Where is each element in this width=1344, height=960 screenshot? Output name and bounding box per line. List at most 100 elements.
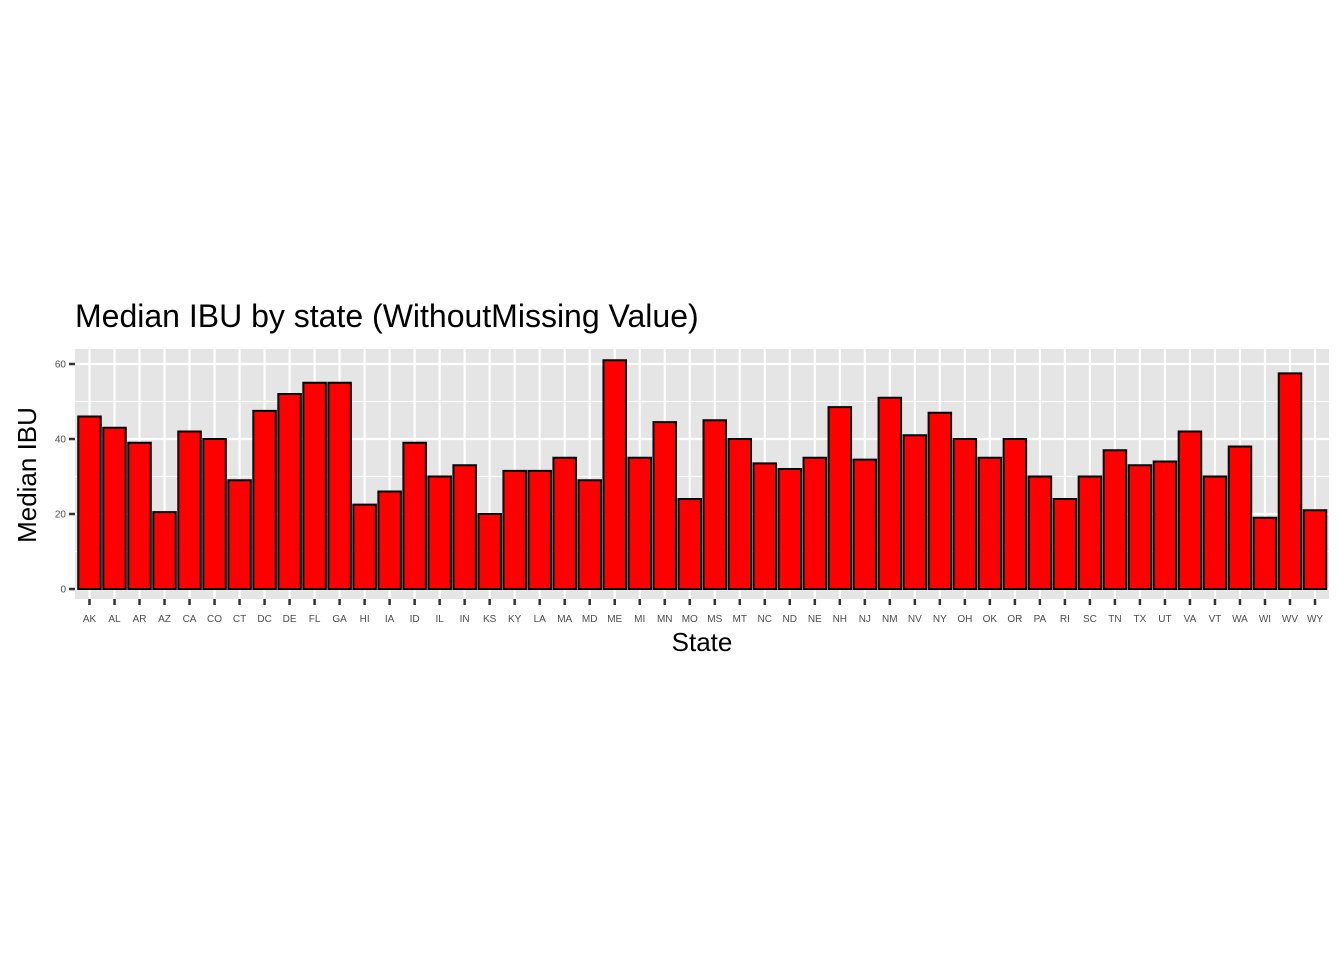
x-tick-label: OH — [957, 614, 972, 625]
x-tick-label: MA — [557, 614, 572, 625]
x-tick-label: AR — [133, 614, 147, 625]
bar-mi — [627, 456, 652, 590]
x-tick-label: TN — [1108, 614, 1121, 625]
x-tick-label: NV — [908, 614, 922, 625]
x-tick-label: FL — [309, 614, 321, 625]
x-tick-label: DC — [257, 614, 271, 625]
y-tick-label: 20 — [55, 510, 67, 521]
bar-ar — [127, 441, 152, 590]
bar-id — [402, 441, 427, 590]
bar-ma — [552, 456, 577, 590]
bar-nc — [752, 462, 778, 590]
x-tick-label: AK — [83, 614, 97, 625]
bars — [77, 359, 1328, 590]
x-tick-label: WI — [1259, 614, 1271, 625]
bar-sc — [1077, 475, 1103, 590]
bar-nh — [827, 406, 853, 590]
x-tick-label: KS — [483, 614, 497, 625]
x-tick-label: MS — [707, 614, 722, 625]
x-tick-label: ND — [783, 614, 797, 625]
y-tick-label: 40 — [55, 435, 67, 446]
x-tick-label: MT — [733, 614, 747, 625]
y-tick-label: 0 — [60, 585, 66, 596]
bar-nj — [852, 458, 878, 590]
bar-dc — [252, 409, 277, 590]
bar-ut — [1152, 460, 1178, 590]
bar-az — [152, 511, 177, 590]
x-axis: AK AL AR AZ CA CO CT DC DE FL GA HI IA ID IL IN KS KY LA MA… — [83, 599, 1323, 625]
x-tick-label: ME — [607, 614, 622, 625]
x-tick-label: NH — [833, 614, 847, 625]
bar-nd — [777, 468, 803, 590]
bar-or — [1002, 438, 1028, 590]
x-tick-label: CO — [207, 614, 222, 625]
bar-tn — [1102, 449, 1128, 590]
bar-me — [602, 359, 627, 590]
bar-ne — [802, 456, 828, 590]
x-tick-label: VA — [1184, 614, 1197, 625]
x-tick-label: HI — [360, 614, 370, 625]
bar-al — [102, 426, 127, 590]
bar-il — [427, 475, 452, 590]
bar-ca — [177, 430, 202, 590]
y-axis-title: Median IBU — [12, 407, 42, 543]
bar-ri — [1052, 498, 1078, 590]
bar-ks — [477, 513, 502, 590]
bar-de — [277, 393, 302, 590]
bar-oh — [952, 438, 978, 590]
bar-md — [577, 479, 602, 590]
bar-ok — [977, 456, 1003, 590]
x-tick-label: MN — [657, 614, 673, 625]
bar-wv — [1277, 372, 1303, 590]
bar-mn — [652, 421, 677, 590]
x-tick-label: OK — [983, 614, 998, 625]
bar-wi — [1252, 516, 1278, 590]
bar-mt — [727, 438, 753, 590]
x-tick-label: IL — [435, 614, 444, 625]
x-tick-label: NC — [758, 614, 772, 625]
x-tick-label: NE — [808, 614, 822, 625]
x-tick-label: PA — [1034, 614, 1047, 625]
bar-ny — [927, 411, 953, 590]
chart-title: Median IBU by state (WithoutMissing Valu… — [75, 298, 699, 334]
x-tick-label: IA — [385, 614, 395, 625]
x-tick-label: WV — [1282, 614, 1298, 625]
bar-ga — [327, 381, 352, 590]
x-tick-label: RI — [1060, 614, 1070, 625]
x-tick-label: GA — [332, 614, 347, 625]
x-tick-label: AZ — [158, 614, 171, 625]
bar-hi — [352, 503, 377, 590]
y-axis: 0 20 40 60 — [55, 360, 75, 596]
x-tick-label: WA — [1232, 614, 1248, 625]
x-tick-label: KY — [508, 614, 522, 625]
bar-tx — [1127, 464, 1153, 590]
y-tick-label: 60 — [55, 360, 67, 371]
x-tick-label: VT — [1209, 614, 1222, 625]
x-tick-label: TX — [1134, 614, 1147, 625]
x-tick-label: CT — [233, 614, 246, 625]
x-tick-label: UT — [1158, 614, 1171, 625]
bar-wa — [1227, 445, 1253, 590]
x-tick-label: WY — [1307, 614, 1323, 625]
bar-in — [452, 464, 477, 590]
bar-ms — [702, 419, 728, 590]
x-tick-label: CA — [183, 614, 197, 625]
bar-co — [202, 438, 227, 590]
bar-va — [1177, 430, 1203, 590]
bar-ct — [227, 479, 252, 590]
x-tick-label: NM — [882, 614, 898, 625]
bar-ky — [502, 469, 527, 590]
bar-mo — [677, 498, 702, 590]
x-tick-label: DE — [283, 614, 297, 625]
x-tick-label: MI — [634, 614, 645, 625]
x-tick-label: LA — [534, 614, 547, 625]
bar-pa — [1027, 475, 1053, 590]
bar-vt — [1202, 475, 1228, 590]
bar-wy — [1302, 509, 1328, 590]
x-tick-label: OR — [1007, 614, 1022, 625]
bar-ia — [377, 490, 402, 590]
bar-ak — [77, 415, 102, 590]
bar-fl — [302, 381, 327, 590]
